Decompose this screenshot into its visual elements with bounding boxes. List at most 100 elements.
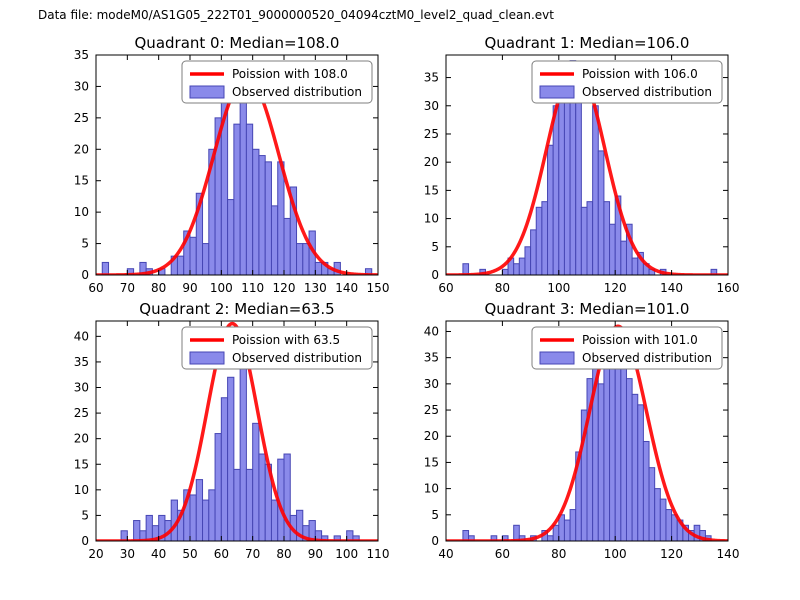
histogram-bar [710, 268, 718, 275]
legend: Poission with 108.0 Observed distribution [181, 60, 373, 104]
histogram-bar [258, 453, 266, 541]
histogram-bar [202, 499, 210, 541]
y-tick-label: 25 [74, 111, 89, 125]
histogram-bar [659, 498, 667, 541]
legend-box [531, 60, 723, 104]
x-tick-label: 60 [438, 281, 453, 295]
y-tick-label: 25 [424, 403, 439, 417]
legend-label: Observed distribution [232, 351, 362, 365]
x-tick-label: 120 [660, 547, 683, 561]
x-tick-label: 110 [367, 547, 390, 561]
histogram-bar [208, 489, 216, 541]
x-tick-label: 70 [245, 547, 260, 561]
histogram-bar [252, 422, 260, 541]
histogram-bar [258, 155, 266, 275]
plot-title: Quadrant 3: Median=101.0 [485, 300, 690, 318]
legend-patch-sample [189, 351, 225, 365]
quadrant-3-plot: Quadrant 3: Median=101.040 60 80 100 120 1400… [424, 300, 740, 561]
x-tick-label: 80 [495, 281, 510, 295]
y-tick-label: 10 [424, 482, 439, 496]
x-tick-label: 160 [717, 281, 740, 295]
y-tick-label: 5 [81, 237, 89, 251]
histogram-bar [575, 88, 582, 275]
legend-box [531, 326, 723, 370]
histogram-bar [597, 383, 605, 541]
y-tick-label: 0 [81, 534, 89, 548]
legend: Poission with 101.0 Observed distribution [531, 326, 723, 370]
histogram-bars [101, 60, 373, 275]
histogram-bar [620, 240, 627, 275]
histogram-bar [195, 192, 204, 275]
x-tick-label: 30 [120, 547, 135, 561]
histogram-bar [518, 257, 526, 275]
x-tick-label: 80 [551, 547, 566, 561]
y-tick-label: 30 [74, 381, 89, 395]
histogram-bar [101, 261, 110, 275]
x-tick-label: 150 [367, 281, 390, 295]
legend-label: Poission with 101.0 [582, 333, 698, 347]
y-tick-label: 0 [431, 268, 439, 282]
quadrant-1-plot: Quadrant 1: Median=106.060 80 100 120 140 160… [424, 34, 740, 295]
histogram-bar [314, 261, 323, 275]
histogram-bar [333, 535, 341, 541]
histogram-bar [189, 236, 197, 275]
y-axis: 0 5 10 15 20 25 30 35 40 [424, 324, 728, 548]
y-axis: 0 5 10 15 20 25 30 35 40 [74, 329, 378, 548]
x-tick-label: 40 [151, 547, 166, 561]
x-tick-label: 110 [241, 281, 264, 295]
y-tick-label: 20 [74, 142, 89, 156]
histogram-bar [296, 243, 304, 275]
histogram-bar [270, 205, 279, 275]
x-tick-label: 40 [438, 547, 453, 561]
x-axis: 20 30 40 50 60 70 80 90 100 110 [88, 321, 389, 561]
x-tick-label: 20 [88, 547, 103, 561]
legend-label: Observed distribution [582, 351, 712, 365]
y-tick-label: 25 [424, 127, 439, 141]
x-tick-label: 130 [304, 281, 327, 295]
histogram-bar [563, 99, 571, 275]
histogram-bar [264, 161, 272, 275]
x-tick-label: 50 [182, 547, 197, 561]
y-tick-label: 15 [424, 455, 439, 469]
histogram-bar [552, 524, 560, 541]
histogram-bar [176, 255, 185, 275]
histogram-bars [462, 330, 712, 541]
y-tick-label: 35 [424, 71, 439, 85]
y-tick-label: 10 [74, 483, 89, 497]
x-tick-label: 60 [495, 547, 510, 561]
legend-label: Observed distribution [582, 85, 712, 99]
y-tick-label: 15 [74, 457, 89, 471]
histogram-bar [227, 199, 235, 275]
legend-patch-sample [539, 85, 575, 99]
plot-title: Quadrant 2: Median=63.5 [139, 300, 334, 318]
x-tick-label: 100 [335, 547, 358, 561]
x-tick-label: 90 [182, 281, 197, 295]
x-tick-label: 140 [717, 547, 740, 561]
histogram-bar [552, 105, 560, 275]
histogram-bar [530, 229, 537, 275]
histogram-bar [603, 201, 611, 275]
y-tick-label: 15 [74, 174, 89, 188]
histogram-bar [592, 105, 599, 275]
y-tick-label: 10 [424, 212, 439, 226]
histogram-bar [569, 509, 577, 541]
histogram-bar [352, 535, 360, 541]
y-tick-label: 35 [74, 48, 89, 62]
histogram-bar [648, 467, 656, 541]
histogram-bar [597, 150, 605, 275]
histogram-bar [654, 488, 661, 541]
x-tick-label: 140 [335, 281, 358, 295]
y-tick-label: 0 [81, 268, 89, 282]
histogram-bar [620, 351, 627, 541]
histogram-bar [220, 397, 229, 541]
y-tick-label: 5 [431, 508, 439, 522]
histogram-bar [227, 376, 235, 541]
histogram-bar [145, 514, 153, 541]
x-tick-label: 90 [308, 547, 323, 561]
y-tick-label: 35 [74, 355, 89, 369]
x-tick-label: 70 [120, 281, 135, 295]
x-axis: 40 60 80 100 120 140 [438, 321, 739, 561]
histogram-bar [202, 243, 210, 275]
histogram-bar [547, 535, 554, 541]
